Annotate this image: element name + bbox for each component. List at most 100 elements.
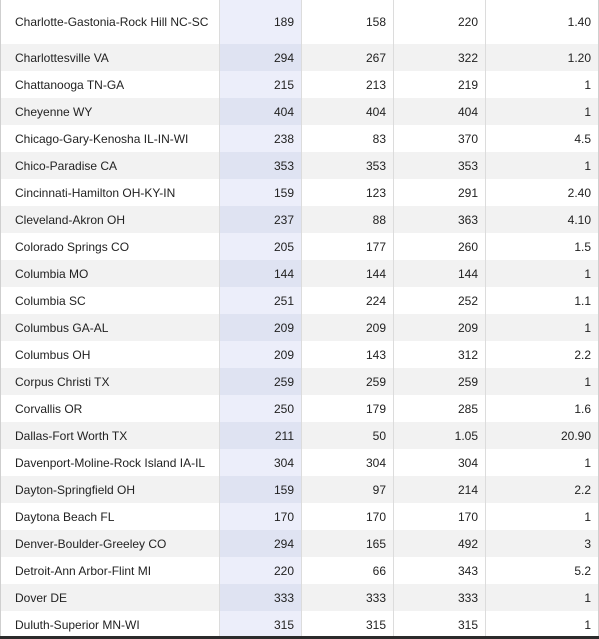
- value-cell-3: 291: [393, 179, 486, 206]
- value-cell-3: 404: [393, 98, 486, 125]
- value-cell-1: 215: [219, 71, 302, 98]
- value-cell-2: 165: [301, 530, 394, 557]
- table-row[interactable]: Corvallis OR 250 179 285 1.6: [0, 395, 599, 422]
- value-cell-3: 260: [393, 233, 486, 260]
- table-row[interactable]: Charlottesville VA 294 267 322 1.20: [0, 44, 599, 71]
- metro-area-cell: Davenport-Moline-Rock Island IA-IL: [0, 449, 220, 476]
- table-row[interactable]: Columbus GA-AL 209 209 209 1: [0, 314, 599, 341]
- value-cell-1: 144: [219, 260, 302, 287]
- table-row[interactable]: Duluth-Superior MN-WI 315 315 315 1: [0, 611, 599, 638]
- table-row[interactable]: Dover DE 333 333 333 1: [0, 584, 599, 611]
- value-cell-4: 1: [485, 314, 599, 341]
- value-cell-4: 1.5: [485, 233, 599, 260]
- value-cell-3: 170: [393, 503, 486, 530]
- metro-area-cell: Columbus GA-AL: [0, 314, 220, 341]
- scrollbar-edge[interactable]: [0, 636, 599, 639]
- metro-area-cell: Cleveland-Akron OH: [0, 206, 220, 233]
- value-cell-2: 88: [301, 206, 394, 233]
- table-row[interactable]: Chico-Paradise CA 353 353 353 1: [0, 152, 599, 179]
- value-cell-4: 1: [485, 260, 599, 287]
- value-cell-4: 4.5: [485, 125, 599, 152]
- value-cell-3: 363: [393, 206, 486, 233]
- value-cell-3: 209: [393, 314, 486, 341]
- table-row[interactable]: Dayton-Springfield OH 159 97 214 2.2: [0, 476, 599, 503]
- metro-area-cell: Cheyenne WY: [0, 98, 220, 125]
- table-row[interactable]: Chattanooga TN-GA 215 213 219 1: [0, 71, 599, 98]
- metro-area-cell: Daytona Beach FL: [0, 503, 220, 530]
- value-cell-3: 312: [393, 341, 486, 368]
- table-row[interactable]: Columbia SC 251 224 252 1.1: [0, 287, 599, 314]
- value-cell-4: 1: [485, 503, 599, 530]
- table-row[interactable]: Denver-Boulder-Greeley CO 294 165 492 3: [0, 530, 599, 557]
- metro-area-cell: Corvallis OR: [0, 395, 220, 422]
- metro-area-cell: Chattanooga TN-GA: [0, 71, 220, 98]
- value-cell-2: 209: [301, 314, 394, 341]
- value-cell-2: 333: [301, 584, 394, 611]
- value-cell-3: 144: [393, 260, 486, 287]
- value-cell-3: 343: [393, 557, 486, 584]
- value-cell-2: 50: [301, 422, 394, 449]
- metro-area-cell: Dallas-Fort Worth TX: [0, 422, 220, 449]
- value-cell-2: 224: [301, 287, 394, 314]
- value-cell-1: 205: [219, 233, 302, 260]
- table-row[interactable]: Cincinnati-Hamilton OH-KY-IN 159 123 291 2.4…: [0, 179, 599, 206]
- metro-area-cell: Charlotte-Gastonia-Rock Hill NC-SC: [0, 0, 220, 44]
- value-cell-3: 333: [393, 584, 486, 611]
- table-row[interactable]: Colorado Springs CO 205 177 260 1.5: [0, 233, 599, 260]
- table-row[interactable]: Detroit-Ann Arbor-Flint MI 220 66 343 5.2: [0, 557, 599, 584]
- metro-area-cell: Chicago-Gary-Kenosha IL-IN-WI: [0, 125, 220, 152]
- value-cell-1: 238: [219, 125, 302, 152]
- metro-area-cell: Detroit-Ann Arbor-Flint MI: [0, 557, 220, 584]
- value-cell-2: 213: [301, 71, 394, 98]
- value-cell-2: 83: [301, 125, 394, 152]
- value-cell-1: 333: [219, 584, 302, 611]
- table-row[interactable]: Daytona Beach FL 170 170 170 1: [0, 503, 599, 530]
- value-cell-2: 404: [301, 98, 394, 125]
- value-cell-3: 220: [393, 0, 486, 44]
- table-row[interactable]: Columbia MO 144 144 144 1: [0, 260, 599, 287]
- value-cell-2: 123: [301, 179, 394, 206]
- value-cell-1: 250: [219, 395, 302, 422]
- value-cell-3: 370: [393, 125, 486, 152]
- value-cell-1: 209: [219, 314, 302, 341]
- value-cell-1: 353: [219, 152, 302, 179]
- table-row[interactable]: Columbus OH 209 143 312 2.2: [0, 341, 599, 368]
- metro-area-cell: Columbia SC: [0, 287, 220, 314]
- value-cell-1: 159: [219, 179, 302, 206]
- value-cell-3: 322: [393, 44, 486, 71]
- table-row[interactable]: Cheyenne WY 404 404 404 1: [0, 98, 599, 125]
- metro-area-cell: Chico-Paradise CA: [0, 152, 220, 179]
- value-cell-3: 219: [393, 71, 486, 98]
- metro-area-cell: Charlottesville VA: [0, 44, 220, 71]
- value-cell-1: 209: [219, 341, 302, 368]
- value-cell-4: 1: [485, 449, 599, 476]
- value-cell-1: 294: [219, 530, 302, 557]
- table-row[interactable]: Davenport-Moline-Rock Island IA-IL 304 304…: [0, 449, 599, 476]
- metro-area-cell: Cincinnati-Hamilton OH-KY-IN: [0, 179, 220, 206]
- value-cell-2: 304: [301, 449, 394, 476]
- table-row[interactable]: Chicago-Gary-Kenosha IL-IN-WI 238 83 370 4.5: [0, 125, 599, 152]
- metro-area-cell: Dayton-Springfield OH: [0, 476, 220, 503]
- value-cell-1: 315: [219, 611, 302, 638]
- metro-area-cell: Corpus Christi TX: [0, 368, 220, 395]
- value-cell-3: 285: [393, 395, 486, 422]
- value-cell-3: 315: [393, 611, 486, 638]
- value-cell-1: 220: [219, 557, 302, 584]
- value-cell-2: 66: [301, 557, 394, 584]
- value-cell-2: 267: [301, 44, 394, 71]
- table-row[interactable]: Cleveland-Akron OH 237 88 363 4.10: [0, 206, 599, 233]
- value-cell-4: 2.2: [485, 476, 599, 503]
- table-row[interactable]: Dallas-Fort Worth TX 211 50 1.05 20.90: [0, 422, 599, 449]
- value-cell-3: 259: [393, 368, 486, 395]
- table-row[interactable]: Corpus Christi TX 259 259 259 1: [0, 368, 599, 395]
- metro-area-cell: Columbus OH: [0, 341, 220, 368]
- table-row[interactable]: Charlotte-Gastonia-Rock Hill NC-SC 189 158…: [0, 0, 599, 44]
- value-cell-4: 2.40: [485, 179, 599, 206]
- value-cell-1: 251: [219, 287, 302, 314]
- value-cell-4: 1: [485, 368, 599, 395]
- value-cell-2: 315: [301, 611, 394, 638]
- value-cell-2: 353: [301, 152, 394, 179]
